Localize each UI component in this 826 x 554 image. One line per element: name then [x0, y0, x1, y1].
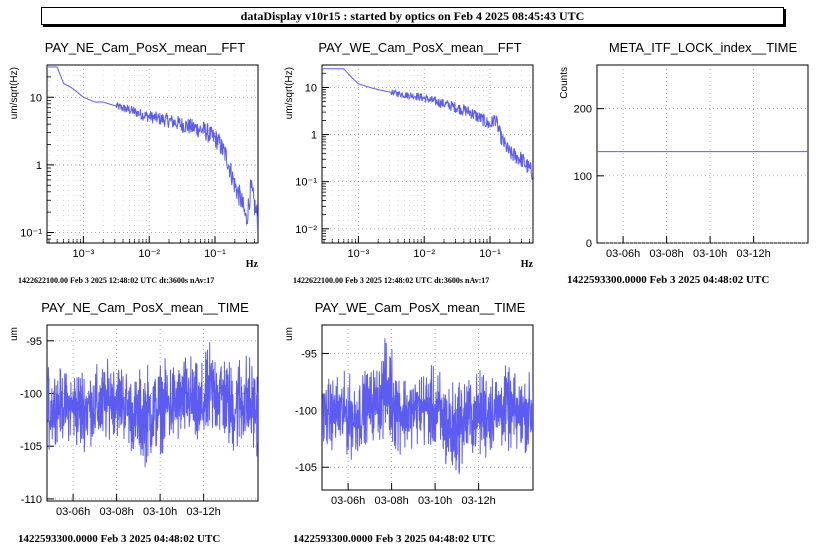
- we-fft-frame: [321, 64, 534, 244]
- ne-fft-ylabel: um/sqrt(Hz): [9, 67, 20, 119]
- we-time-xtick-label: 03-10h: [418, 495, 452, 507]
- ne-time-ytick-label: -100: [20, 389, 42, 401]
- we-fft-ytick-label: 10⁻¹: [295, 177, 317, 189]
- ne-fft-title: PAY_NE_Cam_PosX_mean__FFT: [45, 40, 245, 55]
- we-fft-ytick-label: 10⁻²: [295, 224, 317, 236]
- ne-time-ytick-label: -110: [21, 494, 42, 506]
- ne-fft-xlabel: Hz: [246, 259, 259, 270]
- we-fft-panel: PAY_WE_Cam_PosX_mean__FFT 10⁻³ 10⁻² 10⁻¹ 10⁻…: [284, 40, 534, 285]
- ne-time-panel: PAY_NE_Cam_PosX_mean__TIME 03-06h 03-08h 03…: [9, 300, 259, 545]
- meta-lock-ytick-label: 200: [574, 104, 592, 116]
- ne-fft-ytick-label: 10⁻¹: [20, 228, 42, 240]
- ne-time-xtick-label: 03-06h: [56, 506, 90, 518]
- ne-time-xtick-label: 03-10h: [143, 506, 177, 518]
- we-time-xtick-label: 03-12h: [461, 495, 495, 507]
- meta-lock-ytick-label: 100: [574, 171, 592, 183]
- we-fft-xtick-label: 10⁻²: [413, 248, 435, 260]
- we-time-series-line: [322, 338, 533, 475]
- we-time-panel: PAY_WE_Cam_PosX_mean__TIME 03-06h 03-08h 03…: [284, 300, 534, 545]
- we-fft-xtick-label: 10⁻³: [348, 248, 370, 260]
- meta-lock-panel: META_ITF_LOCK_index__TIME 03-06h 03-08h 03-…: [559, 40, 809, 286]
- ne-fft-frame: [46, 64, 259, 244]
- meta-lock-xtick-label: 03-10h: [693, 248, 727, 260]
- we-fft-footer: 1422622100.00 Feb 3 2025 12:48:02 UTC dt…: [293, 276, 489, 285]
- ne-fft-ytick-label: 10: [30, 92, 42, 104]
- we-time-ytick-label: -100: [295, 405, 317, 417]
- meta-lock-footer: 1422593300.0000 Feb 3 2025 04:48:02 UTC: [567, 274, 769, 286]
- we-time-xtick-label: 03-06h: [331, 495, 365, 507]
- meta-lock-xtick-label: 03-06h: [606, 248, 640, 260]
- ne-fft-series-line: [47, 66, 258, 231]
- ne-time-series-line: [47, 342, 258, 468]
- meta-lock-frame: [596, 64, 809, 244]
- ne-time-title: PAY_NE_Cam_PosX_mean__TIME: [41, 300, 249, 315]
- meta-lock-title: META_ITF_LOCK_index__TIME: [609, 40, 798, 55]
- we-fft-ytick-label: 10: [305, 82, 317, 94]
- we-time-ytick-label: -105: [295, 462, 317, 474]
- ne-time-footer: 1422593300.0000 Feb 3 2025 04:48:02 UTC: [18, 533, 220, 545]
- we-fft-ytick-label: 1: [311, 130, 317, 142]
- ne-fft-footer: 1422622100.00 Feb 3 2025 12:48:02 UTC dt…: [18, 276, 214, 285]
- we-fft-title: PAY_WE_Cam_PosX_mean__FFT: [318, 40, 521, 55]
- ne-fft-panel: PAY_NE_Cam_PosX_mean__FFT 10⁻³ 10⁻² 10⁻¹ 10⁻…: [9, 40, 259, 285]
- ne-fft-xtick-label: 10⁻¹: [204, 248, 226, 260]
- we-time-xtick-label: 03-08h: [374, 495, 408, 507]
- ne-time-ylabel: um: [9, 327, 20, 341]
- ne-fft-xtick-label: 10⁻²: [138, 248, 160, 260]
- we-time-ylabel: um: [284, 327, 295, 341]
- we-fft-xlabel: Hz: [521, 259, 534, 270]
- ne-fft-ytick-label: 1: [36, 160, 42, 172]
- ne-time-xtick-label: 03-08h: [99, 506, 133, 518]
- we-fft-ylabel: um/sqrt(Hz): [284, 67, 295, 119]
- ne-time-xtick-label: 03-12h: [186, 506, 220, 518]
- we-fft-series-line: [322, 68, 533, 182]
- we-fft-xtick-label: 10⁻¹: [479, 248, 501, 260]
- we-time-ytick-label: -95: [301, 348, 317, 360]
- we-time-title: PAY_WE_Cam_PosX_mean__TIME: [315, 300, 526, 315]
- window-title-bar: dataDisplay v10r15 : started by optics o…: [41, 7, 784, 25]
- ne-time-ytick-label: -105: [20, 441, 42, 453]
- window-title: dataDisplay v10r15 : started by optics o…: [240, 9, 585, 23]
- we-time-footer: 1422593300.0000 Feb 3 2025 04:48:02 UTC: [293, 533, 495, 545]
- meta-lock-xtick-label: 03-12h: [736, 248, 770, 260]
- meta-lock-xtick-label: 03-08h: [649, 248, 683, 260]
- ne-fft-xtick-label: 10⁻³: [73, 248, 95, 260]
- meta-lock-ytick-label: 0: [586, 238, 592, 250]
- meta-lock-ylabel: Counts: [559, 67, 570, 99]
- ne-time-ytick-label: -95: [26, 336, 42, 348]
